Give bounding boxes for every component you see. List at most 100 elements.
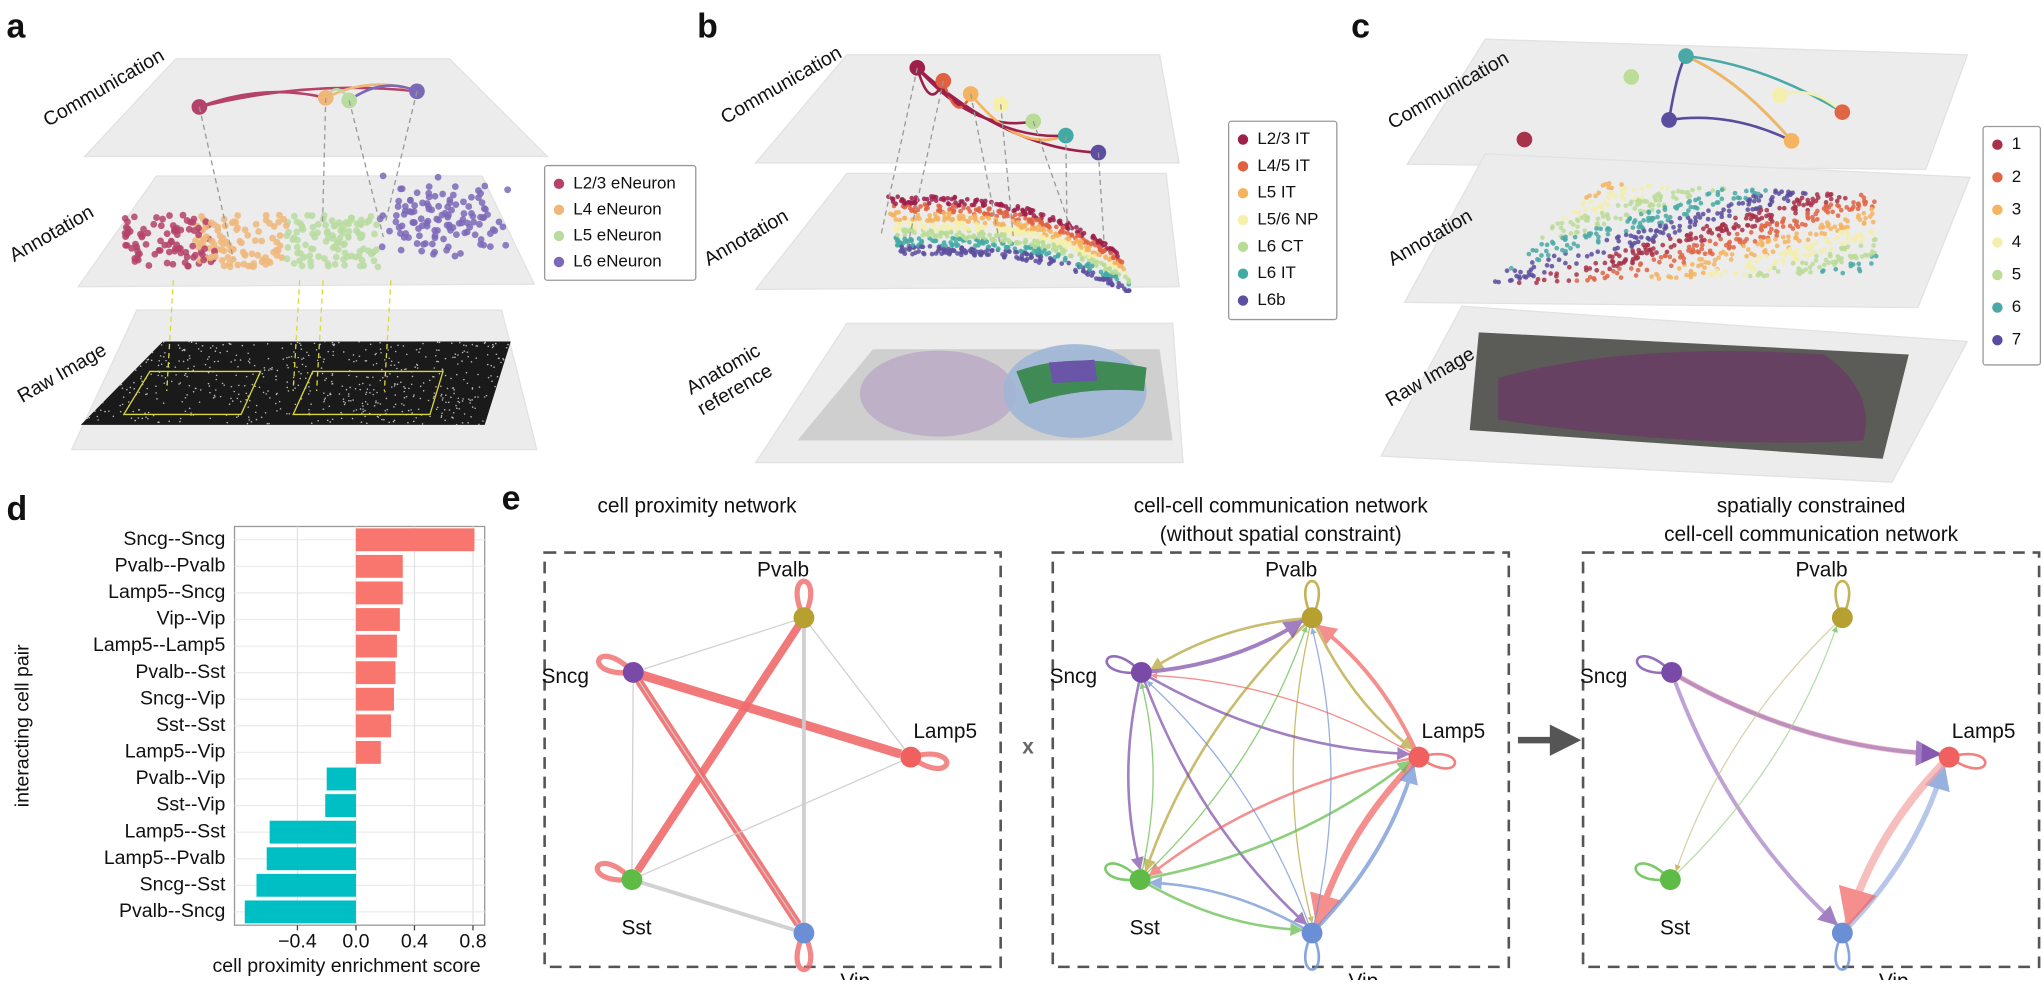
speckle bbox=[250, 421, 253, 423]
annotation-dot bbox=[1554, 278, 1560, 284]
annotation-dot bbox=[1026, 230, 1031, 236]
speckle bbox=[407, 409, 410, 412]
self-loop bbox=[1948, 752, 1987, 770]
annotation-dot bbox=[353, 227, 360, 234]
network-title: cell-cell communication network bbox=[1134, 494, 1429, 517]
annotation-dot bbox=[1015, 206, 1021, 211]
annotation-dot bbox=[1813, 198, 1819, 204]
speckle bbox=[495, 353, 498, 356]
speckle bbox=[228, 403, 231, 405]
speckle bbox=[255, 404, 258, 407]
annotation-dot bbox=[1611, 263, 1617, 269]
annotation-dot bbox=[1126, 279, 1132, 285]
network-edge bbox=[1141, 619, 1304, 675]
annotation-dot bbox=[1623, 203, 1629, 209]
annotation-dot bbox=[1606, 216, 1611, 222]
speckle bbox=[249, 399, 251, 402]
speckle bbox=[213, 394, 216, 397]
speckle bbox=[443, 408, 446, 411]
annotation-dot bbox=[1671, 194, 1676, 200]
speckle bbox=[396, 367, 398, 370]
annotation-dot bbox=[1786, 234, 1791, 240]
annotation-dot bbox=[1566, 264, 1572, 270]
speckle bbox=[400, 403, 403, 405]
speckle bbox=[244, 385, 246, 387]
y-tick-label: Pvalb--Pvalb bbox=[115, 555, 226, 577]
annotation-dot bbox=[1763, 188, 1768, 193]
speckle bbox=[369, 343, 372, 346]
annotation-dot bbox=[392, 218, 400, 226]
annotation-dot bbox=[1687, 272, 1693, 278]
legend-label: 5 bbox=[2012, 264, 2021, 283]
annotation-dot bbox=[1854, 232, 1860, 238]
annotation-dot bbox=[1698, 234, 1704, 239]
annotation-dot bbox=[1044, 251, 1049, 257]
speckle bbox=[100, 409, 102, 412]
annotation-dot bbox=[1677, 254, 1683, 260]
speckle bbox=[425, 356, 427, 358]
annotation-dot bbox=[1032, 244, 1038, 250]
speckle bbox=[158, 360, 160, 362]
annotation-dot bbox=[1744, 236, 1749, 242]
annotation-dot bbox=[918, 204, 923, 209]
annotation-dot bbox=[411, 202, 419, 209]
annotation-dot bbox=[1595, 221, 1600, 226]
speckle bbox=[251, 383, 254, 386]
annotation-dot bbox=[1602, 275, 1608, 281]
speckle bbox=[207, 371, 210, 374]
annotation-dot bbox=[1835, 213, 1841, 219]
annotation-dot bbox=[211, 247, 218, 255]
speckle bbox=[228, 342, 231, 345]
speckle bbox=[132, 410, 134, 413]
x-tick-label: 0.8 bbox=[459, 930, 486, 952]
annotation-dot bbox=[1684, 237, 1689, 243]
speckle bbox=[309, 390, 311, 392]
annotation-dot bbox=[1667, 214, 1673, 220]
annotation-dot bbox=[950, 235, 956, 241]
speckle bbox=[364, 409, 366, 412]
annotation-dot bbox=[946, 216, 951, 221]
network-edge bbox=[1127, 672, 1144, 871]
speckle bbox=[231, 400, 234, 402]
annotation-dot bbox=[451, 183, 459, 191]
speckle bbox=[282, 358, 285, 360]
annotation-dot bbox=[1768, 214, 1774, 220]
annotation-dot bbox=[415, 225, 422, 232]
connector bbox=[321, 97, 327, 222]
annotation-dot bbox=[435, 202, 443, 210]
annotation-dot bbox=[1823, 208, 1829, 213]
annotation-dot bbox=[1773, 190, 1778, 195]
speckle bbox=[213, 360, 216, 363]
network-node bbox=[621, 869, 643, 891]
annotation-dot bbox=[169, 222, 177, 229]
connector bbox=[315, 280, 324, 392]
annotation-dot bbox=[1842, 195, 1848, 201]
annotation-dot bbox=[1631, 187, 1637, 192]
speckle bbox=[341, 385, 344, 387]
annotation-dot bbox=[1756, 198, 1762, 203]
annotation-dot bbox=[255, 228, 263, 235]
node-label: Sst bbox=[621, 917, 651, 940]
speckle bbox=[230, 397, 232, 400]
annotation-dot bbox=[1107, 266, 1113, 271]
annotation-dot bbox=[1058, 221, 1064, 227]
annotation-dot bbox=[486, 243, 494, 251]
annotation-dot bbox=[258, 237, 266, 245]
speckle bbox=[461, 351, 464, 354]
annotation-dot bbox=[942, 214, 948, 220]
annotation-dot bbox=[1705, 216, 1711, 222]
annotation-dot bbox=[1700, 211, 1706, 217]
annotation-dot bbox=[1559, 220, 1565, 226]
speckle bbox=[466, 351, 469, 353]
annotation-dot bbox=[1564, 242, 1570, 248]
speckle bbox=[384, 409, 387, 412]
speckle bbox=[477, 396, 479, 398]
speckle bbox=[178, 360, 180, 362]
annotation-dot bbox=[1663, 213, 1669, 219]
annotation-dot bbox=[1805, 197, 1811, 203]
speckle bbox=[299, 377, 301, 380]
x-tick-label: −0.4 bbox=[278, 930, 317, 952]
annotation-dot bbox=[458, 219, 466, 227]
speckle bbox=[235, 416, 238, 418]
annotation-dot bbox=[1615, 245, 1621, 251]
